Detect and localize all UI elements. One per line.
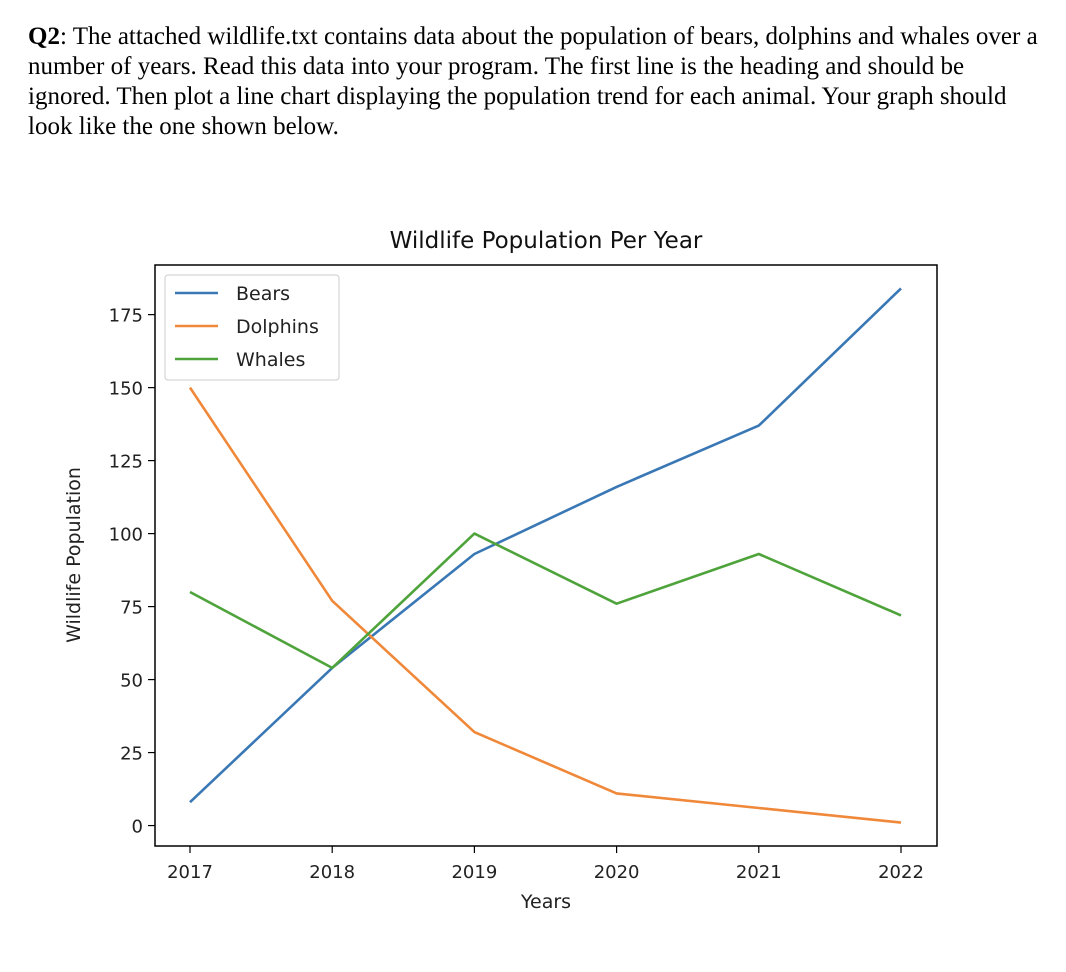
question-label: Q2 xyxy=(28,23,60,50)
series-line-whales xyxy=(189,532,902,670)
series-lines xyxy=(188,287,902,824)
y-tick-label: 50 xyxy=(120,671,143,692)
legend-label: Bears xyxy=(236,283,290,305)
axis-ticks: 2017 2018 2019 2020 2021 2022 0 25 50 75 100 125 150… xyxy=(109,306,924,883)
x-tick-label: 2017 xyxy=(167,862,213,883)
y-tick-label: 150 xyxy=(109,379,143,400)
legend-box xyxy=(164,274,340,381)
y-tick-label: 0 xyxy=(132,817,143,838)
legend-label: Dolphins xyxy=(236,316,319,338)
legend: Bears Dolphins Whales xyxy=(164,274,340,381)
x-axis-label: Years xyxy=(520,891,571,913)
series-line-dolphins xyxy=(188,386,902,824)
x-tick-label: 2022 xyxy=(878,862,924,883)
x-tick-label: 2018 xyxy=(309,862,355,883)
y-tick-label: 125 xyxy=(109,452,143,473)
y-tick-label: 175 xyxy=(109,306,143,327)
question-text: Q2: The attached wildlife.txt contains d… xyxy=(28,22,1048,142)
y-axis-label: Wildlife Population xyxy=(63,467,85,643)
chart-title: Wildlife Population Per Year xyxy=(390,228,703,254)
question-body: : The attached wildlife.txt contains dat… xyxy=(28,23,1038,140)
x-tick-label: 2020 xyxy=(594,862,640,883)
plot-frame xyxy=(154,264,938,847)
y-tick-label: 100 xyxy=(109,525,143,546)
y-tick-label: 25 xyxy=(120,744,143,765)
legend-label: Whales xyxy=(236,349,305,371)
x-tick-label: 2019 xyxy=(451,862,497,883)
series-line-bears xyxy=(189,287,902,804)
x-tick-label: 2021 xyxy=(736,862,782,883)
y-tick-label: 75 xyxy=(120,598,143,619)
